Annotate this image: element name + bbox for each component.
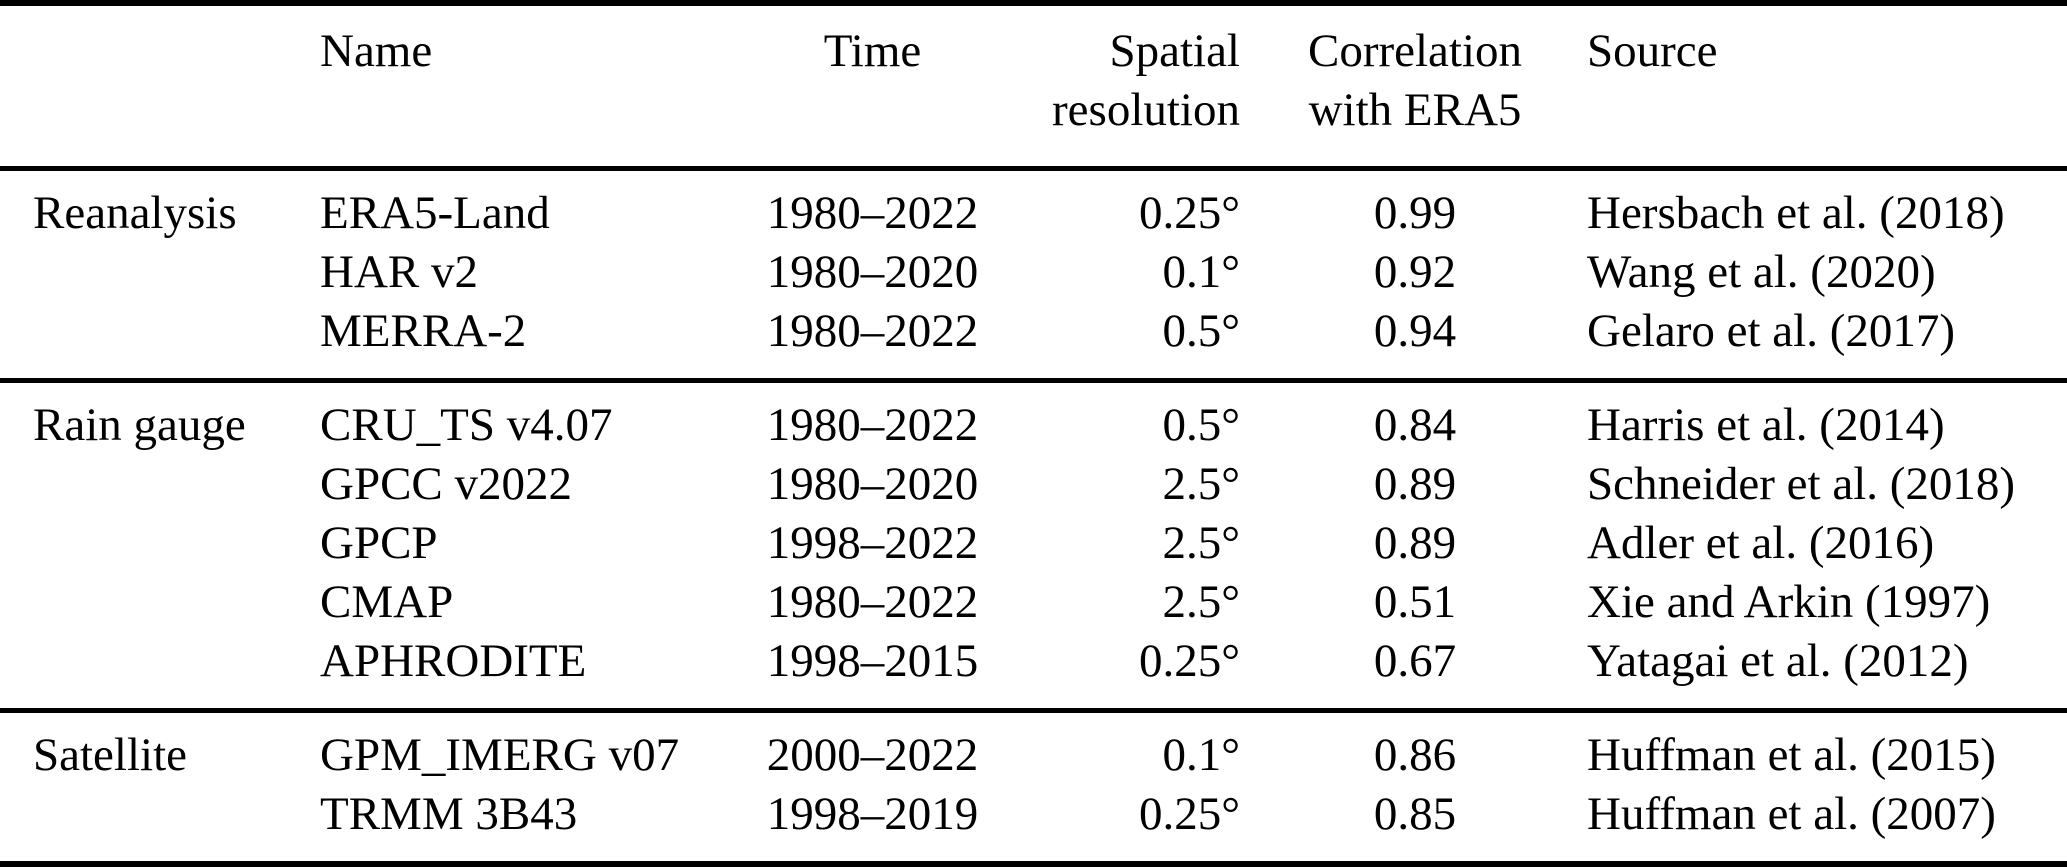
table-row: APHRODITE 1998–2015 0.25° 0.67 Yatagai e… (0, 632, 2067, 711)
section-reanalysis: Reanalysis ERA5-Land 1980–2022 0.25° 0.9… (0, 168, 2067, 381)
table-row: HAR v2 1980–2020 0.1° 0.92 Wang et al. (… (0, 243, 2067, 302)
cell-dataset-name: MERRA-2 (320, 305, 527, 357)
column-header-name-label: Name (320, 25, 433, 77)
cell-correlation: 0.89 (1373, 517, 1457, 569)
cell-time-span: 1998–2015 (766, 635, 979, 687)
cell-spatial-resolution: 0.5° (1162, 305, 1240, 357)
section-satellite: Satellite GPM_IMERG v07 2000–2022 0.1° 0… (0, 710, 2067, 865)
section-category-cell: Rain gauge (33, 399, 246, 451)
cell-correlation: 0.94 (1373, 305, 1457, 357)
cell-spatial-resolution: 0.25° (1138, 788, 1240, 840)
cell-spatial-resolution: 0.25° (1138, 635, 1240, 687)
cell-time-span: 1980–2022 (766, 399, 979, 451)
cell-source: Gelaro et al. (2017) (1587, 305, 1956, 357)
cell-dataset-name: CMAP (320, 576, 454, 628)
table-row: GPCP 1998–2022 2.5° 0.89 Adler et al. (2… (0, 514, 2067, 573)
column-header-correlation-line2: with ERA5 (1308, 84, 1522, 136)
table-row: CMAP 1980–2022 2.5° 0.51 Xie and Arkin (… (0, 573, 2067, 632)
column-header-time-label: Time (823, 25, 922, 77)
cell-time-span: 1980–2022 (766, 187, 979, 239)
cell-dataset-name: HAR v2 (320, 246, 478, 298)
cell-correlation: 0.67 (1373, 635, 1457, 687)
cell-dataset-name: GPCP (320, 517, 438, 569)
cell-source: Xie and Arkin (1997) (1587, 576, 1991, 628)
cell-correlation: 0.92 (1373, 246, 1457, 298)
column-header-correlation: Correlation with ERA5 (1255, 3, 1575, 169)
cell-source: Huffman et al. (2007) (1587, 788, 1996, 840)
table-header: Name Time Spatial resolution Correlation… (0, 3, 2067, 169)
cell-spatial-resolution: 2.5° (1162, 458, 1240, 510)
cell-time-span: 1998–2022 (766, 517, 979, 569)
column-header-spatial-resolution-line2: resolution (1052, 84, 1240, 136)
cell-source: Schneider et al. (2018) (1587, 458, 2016, 510)
table-row: GPCC v2022 1980–2020 2.5° 0.89 Schneider… (0, 455, 2067, 514)
cell-time-span: 1980–2020 (766, 458, 979, 510)
cell-time-span: 1980–2022 (766, 576, 979, 628)
cell-spatial-resolution: 0.5° (1162, 399, 1240, 451)
table-row: Satellite GPM_IMERG v07 2000–2022 0.1° 0… (0, 711, 2067, 786)
cell-correlation: 0.51 (1373, 576, 1457, 628)
cell-correlation: 0.84 (1373, 399, 1457, 451)
cell-spatial-resolution: 0.1° (1162, 729, 1240, 781)
column-header-correlation-line1: Correlation (1307, 25, 1523, 77)
cell-source: Adler et al. (2016) (1587, 517, 1935, 569)
cell-dataset-name: GPCC v2022 (320, 458, 573, 510)
cell-spatial-resolution: 2.5° (1162, 576, 1240, 628)
cell-source: Hersbach et al. (2018) (1587, 187, 2005, 239)
section-category-cell: Satellite (33, 729, 188, 781)
cell-correlation: 0.85 (1373, 788, 1457, 840)
column-header-source: Source (1575, 3, 2067, 169)
table-row: Reanalysis ERA5-Land 1980–2022 0.25° 0.9… (0, 169, 2067, 244)
section-rain-gauge: Rain gauge CRU_TS v4.07 1980–2022 0.5° 0… (0, 380, 2067, 711)
cell-spatial-resolution: 0.1° (1162, 246, 1240, 298)
cell-source: Huffman et al. (2015) (1587, 729, 1996, 781)
cell-source: Yatagai et al. (2012) (1587, 635, 1969, 687)
cell-dataset-name: GPM_IMERG v07 (320, 729, 680, 781)
column-header-name: Name (320, 3, 755, 169)
cell-time-span: 1998–2019 (766, 788, 979, 840)
cell-dataset-name: TRMM 3B43 (320, 788, 578, 840)
header-row: Name Time Spatial resolution Correlation… (0, 3, 2067, 169)
cell-time-span: 1980–2020 (766, 246, 979, 298)
cell-source: Harris et al. (2014) (1587, 399, 1945, 451)
cell-dataset-name: CRU_TS v4.07 (320, 399, 613, 451)
cell-correlation: 0.99 (1373, 187, 1457, 239)
column-header-category (0, 3, 320, 169)
column-header-time: Time (755, 3, 990, 169)
table-row: TRMM 3B43 1998–2019 0.25° 0.85 Huffman e… (0, 785, 2067, 864)
cell-time-span: 2000–2022 (766, 729, 979, 781)
table-row: MERRA-2 1980–2022 0.5° 0.94 Gelaro et al… (0, 302, 2067, 381)
column-header-spatial-resolution-line1: Spatial (1109, 25, 1240, 77)
cell-correlation: 0.86 (1373, 729, 1457, 781)
cell-time-span: 1980–2022 (766, 305, 979, 357)
column-header-spatial-resolution: Spatial resolution (990, 3, 1255, 169)
column-header-source-label: Source (1587, 25, 1718, 77)
cell-spatial-resolution: 0.25° (1138, 187, 1240, 239)
table-row: Rain gauge CRU_TS v4.07 1980–2022 0.5° 0… (0, 381, 2067, 456)
cell-correlation: 0.89 (1373, 458, 1457, 510)
cell-source: Wang et al. (2020) (1587, 246, 1936, 298)
cell-dataset-name: APHRODITE (320, 635, 587, 687)
cell-spatial-resolution: 2.5° (1162, 517, 1240, 569)
cell-dataset-name: ERA5-Land (320, 187, 550, 239)
section-category-cell: Reanalysis (33, 187, 237, 239)
